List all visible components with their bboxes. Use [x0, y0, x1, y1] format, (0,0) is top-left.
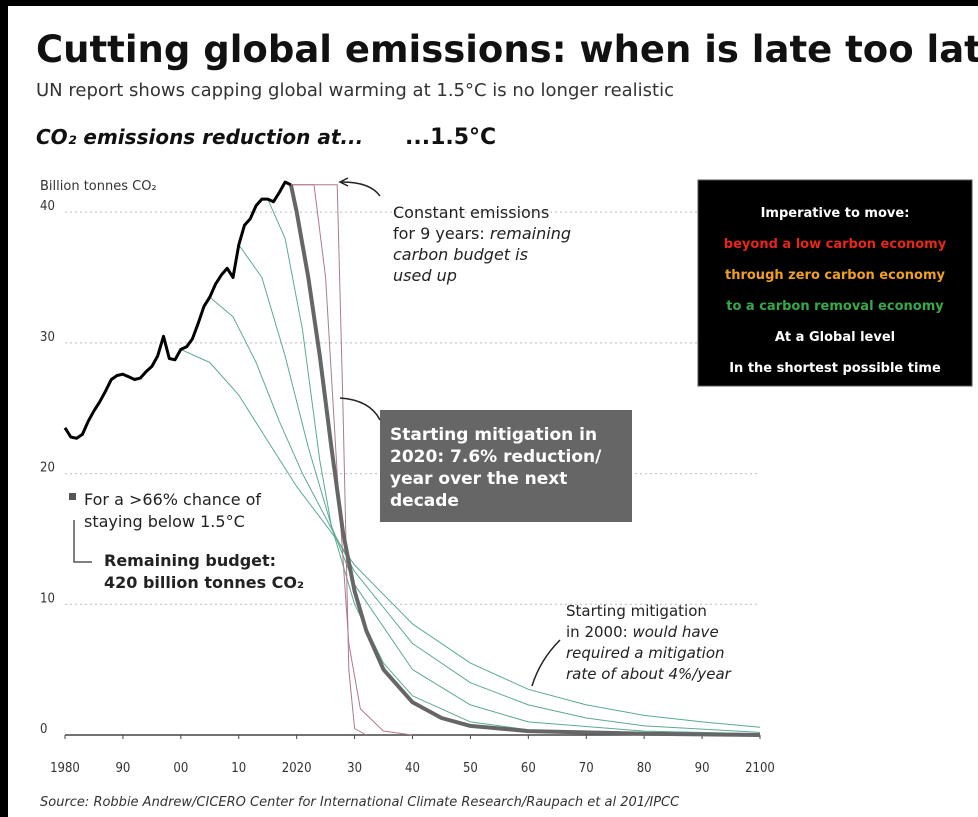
annotation: 420 billion tonnes CO₂: [104, 573, 304, 592]
scenario-label: ...1.5°C: [405, 125, 496, 150]
annotation-text: Remaining budget:: [104, 551, 276, 570]
annotation: 2020: 7.6% reduction/: [390, 447, 602, 467]
series-line: [63, 180, 292, 440]
annotation-text: required a mitigation: [566, 644, 725, 662]
annotation-text: Constant emissions: [393, 203, 549, 222]
annotation-text: used up: [393, 266, 457, 285]
arrow: [339, 397, 381, 421]
annotation: Starting mitigation in: [390, 425, 597, 445]
x-tick-label: 2020: [282, 761, 312, 776]
callout-line: to a carbon removal economy: [726, 299, 944, 314]
series-line: [180, 348, 761, 728]
annotation-text: carbon budget is: [393, 245, 528, 264]
series-line: [209, 296, 761, 733]
x-tick-label: 30: [347, 761, 362, 776]
arrow: [531, 639, 561, 687]
y-tick-label: 10: [40, 591, 55, 606]
x-tick-label: 90: [695, 761, 710, 776]
callout-line: At a Global level: [775, 330, 895, 345]
x-tick-label: 1980: [50, 761, 80, 776]
annotation: year over the next: [390, 469, 567, 489]
y-tick-label: 20: [40, 461, 55, 476]
callout-line: through zero carbon economy: [725, 268, 945, 283]
top-border: [0, 0, 978, 6]
annotation: Starting mitigation: [566, 602, 707, 620]
annotation-text: Starting mitigation in: [390, 425, 597, 445]
annotation-box: [380, 410, 632, 522]
plot: 0 10 20 30 40 1980 90 00 10 2020 30 40 50 60 70 80 90 210…: [40, 180, 775, 776]
annotation: For a >66% chance of: [84, 490, 261, 509]
annotation: in 2000: would have: [566, 623, 719, 641]
annotation: carbon budget is: [393, 245, 528, 264]
annotation-text: year over the next: [390, 469, 567, 489]
annotation-text: staying below 1.5°C: [84, 512, 245, 531]
bullet: [69, 493, 76, 500]
connector: [73, 520, 92, 563]
x-tick-label: 60: [521, 761, 536, 776]
annotations: Constant emissions for 9 years: remaining…: [84, 203, 947, 683]
annotation: required a mitigation: [566, 644, 725, 662]
y-axis-label: Billion tonnes CO₂: [40, 179, 157, 194]
subtitle: UN report shows capping global warming a…: [36, 80, 674, 101]
annotation: staying below 1.5°C: [84, 512, 245, 531]
annotation: Constant emissions: [393, 203, 549, 222]
annotation-text: For a >66% chance of: [84, 490, 261, 509]
annotation-text: would have: [632, 623, 718, 641]
annotation: for 9 years: remaining: [393, 224, 571, 243]
callout-line: beyond a low carbon economy: [724, 237, 947, 252]
annotation-text: rate of about 4%/year: [566, 665, 732, 683]
arrow-head: [338, 177, 349, 187]
source: Source: Robbie Andrew/CICERO Center for …: [40, 795, 680, 810]
section-label: CO₂ emissions reduction at...: [36, 125, 363, 149]
annotation: Remaining budget:: [104, 551, 276, 570]
annotation-text: decade: [390, 491, 459, 511]
annotation: rate of about 4%/year: [566, 665, 732, 683]
y-tick-label: 40: [40, 199, 55, 214]
left-border: [0, 0, 8, 817]
arrow: [341, 181, 381, 197]
x-tick-label: 90: [115, 761, 130, 776]
x-tick-label: 50: [463, 761, 478, 776]
annotation: used up: [393, 266, 457, 285]
annotation-text: remaining: [490, 224, 571, 243]
annotation-text: 2020: 7.6% reduction/: [390, 447, 602, 467]
x-tick-label: 40: [405, 761, 420, 776]
annotation-text: for 9 years:: [393, 224, 490, 243]
annotation: decade: [390, 491, 459, 511]
x-tick-label: 80: [637, 761, 652, 776]
annotation-text: in 2000:: [566, 623, 632, 641]
y-tick-label: 0: [40, 722, 47, 737]
annotation-text: 420 billion tonnes CO₂: [104, 573, 304, 592]
callout-line: Imperative to move:: [761, 206, 910, 221]
callout-box: [697, 179, 973, 387]
series-line: [288, 184, 761, 737]
series-line: [290, 184, 413, 736]
x-tick-label: 2100: [745, 761, 775, 776]
callout-line: In the shortest possible time: [729, 361, 941, 376]
chart-title: Cutting global emissions: when is late t…: [36, 28, 978, 71]
x-tick-label: 10: [231, 761, 246, 776]
annotation-text: Starting mitigation: [566, 602, 707, 620]
y-tick-label: 30: [40, 330, 55, 345]
x-tick-label: 70: [579, 761, 594, 776]
x-tick-label: 00: [173, 761, 188, 776]
